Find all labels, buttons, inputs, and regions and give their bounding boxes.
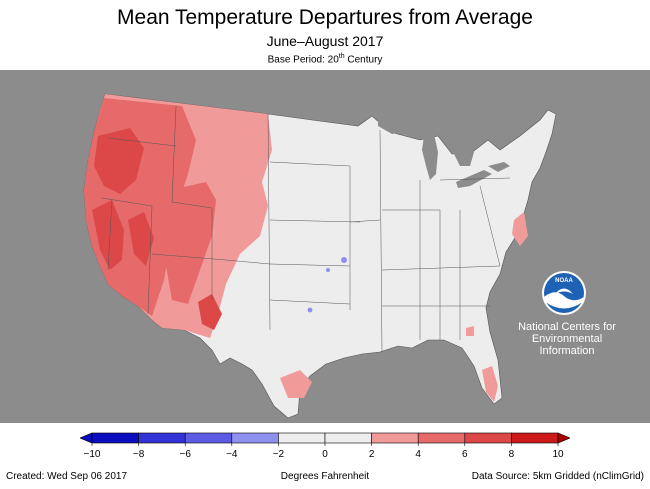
legend-tick-label-8: 6 xyxy=(462,449,468,460)
kansas-cool-spot-2 xyxy=(326,268,330,272)
legend-tick-label-7: 4 xyxy=(415,449,421,460)
map-title: Mean Temperature Departures from Average xyxy=(117,6,533,29)
color-legend: −10 −8 −6 −4 −2 0 2 4 6 8 10 xyxy=(80,432,570,460)
legend-bin-5 xyxy=(324,432,372,444)
noaa-logo-wave xyxy=(544,292,584,309)
noaa-logo: NOAA xyxy=(542,271,586,315)
oklahoma-cool-spot xyxy=(307,307,313,313)
georgia-warm-spot xyxy=(466,326,474,336)
legend-high-cap xyxy=(557,432,570,444)
base-period-ordinal: th xyxy=(338,53,345,60)
legend-low-cap xyxy=(80,432,93,444)
legend-bin-2 xyxy=(184,432,233,444)
lake-superior xyxy=(378,112,446,134)
legend-bin-0 xyxy=(91,432,139,444)
legend-tick-label-10: 10 xyxy=(552,449,564,460)
base-period-label: Base Period: 20th Century xyxy=(0,53,650,65)
map-subtitle: June–August 2017 xyxy=(266,33,384,49)
legend-bin-6 xyxy=(371,432,419,444)
ncei-line-2: Environmental xyxy=(531,333,603,345)
ncei-line-1: National Centers for xyxy=(518,321,616,333)
legend-bin-3 xyxy=(231,432,279,444)
legend-bin-9 xyxy=(511,432,559,444)
texas-coast-warm xyxy=(280,370,312,398)
base-period-suffix: Century xyxy=(344,54,383,66)
florida-warm xyxy=(482,366,498,402)
california-hotspot xyxy=(92,200,124,270)
noaa-logo-wordmark: NOAA xyxy=(555,278,573,284)
kansas-cool-spot xyxy=(341,257,347,263)
legend-bin-8 xyxy=(464,432,512,444)
legend-tick-label-2: −6 xyxy=(179,449,191,460)
boundary-lines-east xyxy=(381,177,511,340)
lake-ontario xyxy=(488,162,510,172)
legend-tick-label-5: 0 xyxy=(322,449,328,460)
created-date: Created: Wed Sep 06 2017 xyxy=(6,471,128,482)
legend-tick-label-9: 8 xyxy=(509,449,515,460)
ncei-line-3: Information xyxy=(539,345,595,357)
scattered-warm-patches xyxy=(280,212,528,402)
boundary-lines-central xyxy=(267,113,383,353)
legend-units: Degrees Fahrenheit xyxy=(280,471,370,482)
scattered-cool-patches xyxy=(307,257,347,313)
legend-tick-label-4: −2 xyxy=(273,449,285,460)
great-basin-warm-core xyxy=(166,182,216,304)
state-boundaries xyxy=(101,105,511,353)
legend-tick-label-6: 2 xyxy=(369,449,375,460)
legend-bin-4 xyxy=(278,432,326,444)
legend-bin-1 xyxy=(138,432,186,444)
mid-atlantic-warm xyxy=(512,212,528,246)
temperature-departure-map xyxy=(0,70,650,423)
legend-tick-label-3: −4 xyxy=(226,449,238,460)
base-period-prefix: Base Period: 20 xyxy=(267,54,339,66)
legend-tick-label-1: −8 xyxy=(133,449,145,460)
legend-bin-7 xyxy=(417,432,466,444)
legend-tick-label-0: −10 xyxy=(84,449,101,460)
noaa-logo-bird xyxy=(555,288,573,294)
data-source: Data Source: 5km Gridded (nClimGrid) xyxy=(471,471,644,482)
pacific-northwest-hotspot xyxy=(94,128,144,194)
nevada-hotspot xyxy=(128,212,154,266)
lake-huron xyxy=(446,134,474,166)
arizona-hotspot xyxy=(198,294,222,330)
dark-warm-pockets xyxy=(92,128,222,330)
lake-michigan xyxy=(422,134,438,180)
ncei-label: National Centers for Environmental Infor… xyxy=(512,321,622,357)
boundary-lines-west xyxy=(101,105,271,315)
